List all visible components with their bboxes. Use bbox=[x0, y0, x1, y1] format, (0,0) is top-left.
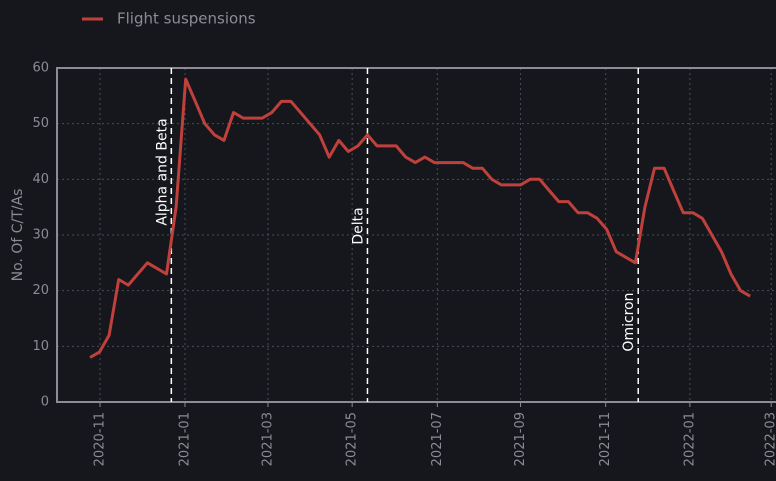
y-tick-label: 60 bbox=[32, 61, 49, 76]
x-tick-label: 2021-11 bbox=[598, 412, 613, 466]
x-tick-label: 2021-07 bbox=[430, 412, 445, 466]
y-tick-label: 30 bbox=[32, 228, 49, 243]
plot-border bbox=[56, 67, 776, 403]
y-tick-label: 40 bbox=[32, 172, 49, 187]
y-tick-label: 10 bbox=[32, 339, 49, 354]
y-axis-label: No. Of C/T/As bbox=[10, 189, 26, 282]
annotation-label: Delta bbox=[350, 207, 366, 244]
y-tick-label: 20 bbox=[32, 283, 49, 298]
annotation-label: Omicron bbox=[621, 292, 637, 351]
legend-label: Flight suspensions bbox=[117, 10, 256, 28]
x-tick-label: 2021-09 bbox=[513, 412, 528, 466]
annotation-label: Alpha and Beta bbox=[154, 118, 170, 225]
x-tick-label: 2020-11 bbox=[93, 412, 108, 466]
data-line bbox=[89, 77, 751, 359]
y-tick-label: 50 bbox=[32, 116, 49, 131]
x-tick-label: 2021-03 bbox=[260, 412, 275, 466]
x-tick-label: 2022-03 bbox=[764, 412, 776, 466]
x-tick-label: 2022-01 bbox=[682, 412, 697, 466]
y-tick-label: 0 bbox=[41, 395, 49, 410]
x-tick-label: 2021-05 bbox=[345, 412, 360, 466]
x-tick-label: 2021-01 bbox=[178, 412, 193, 466]
